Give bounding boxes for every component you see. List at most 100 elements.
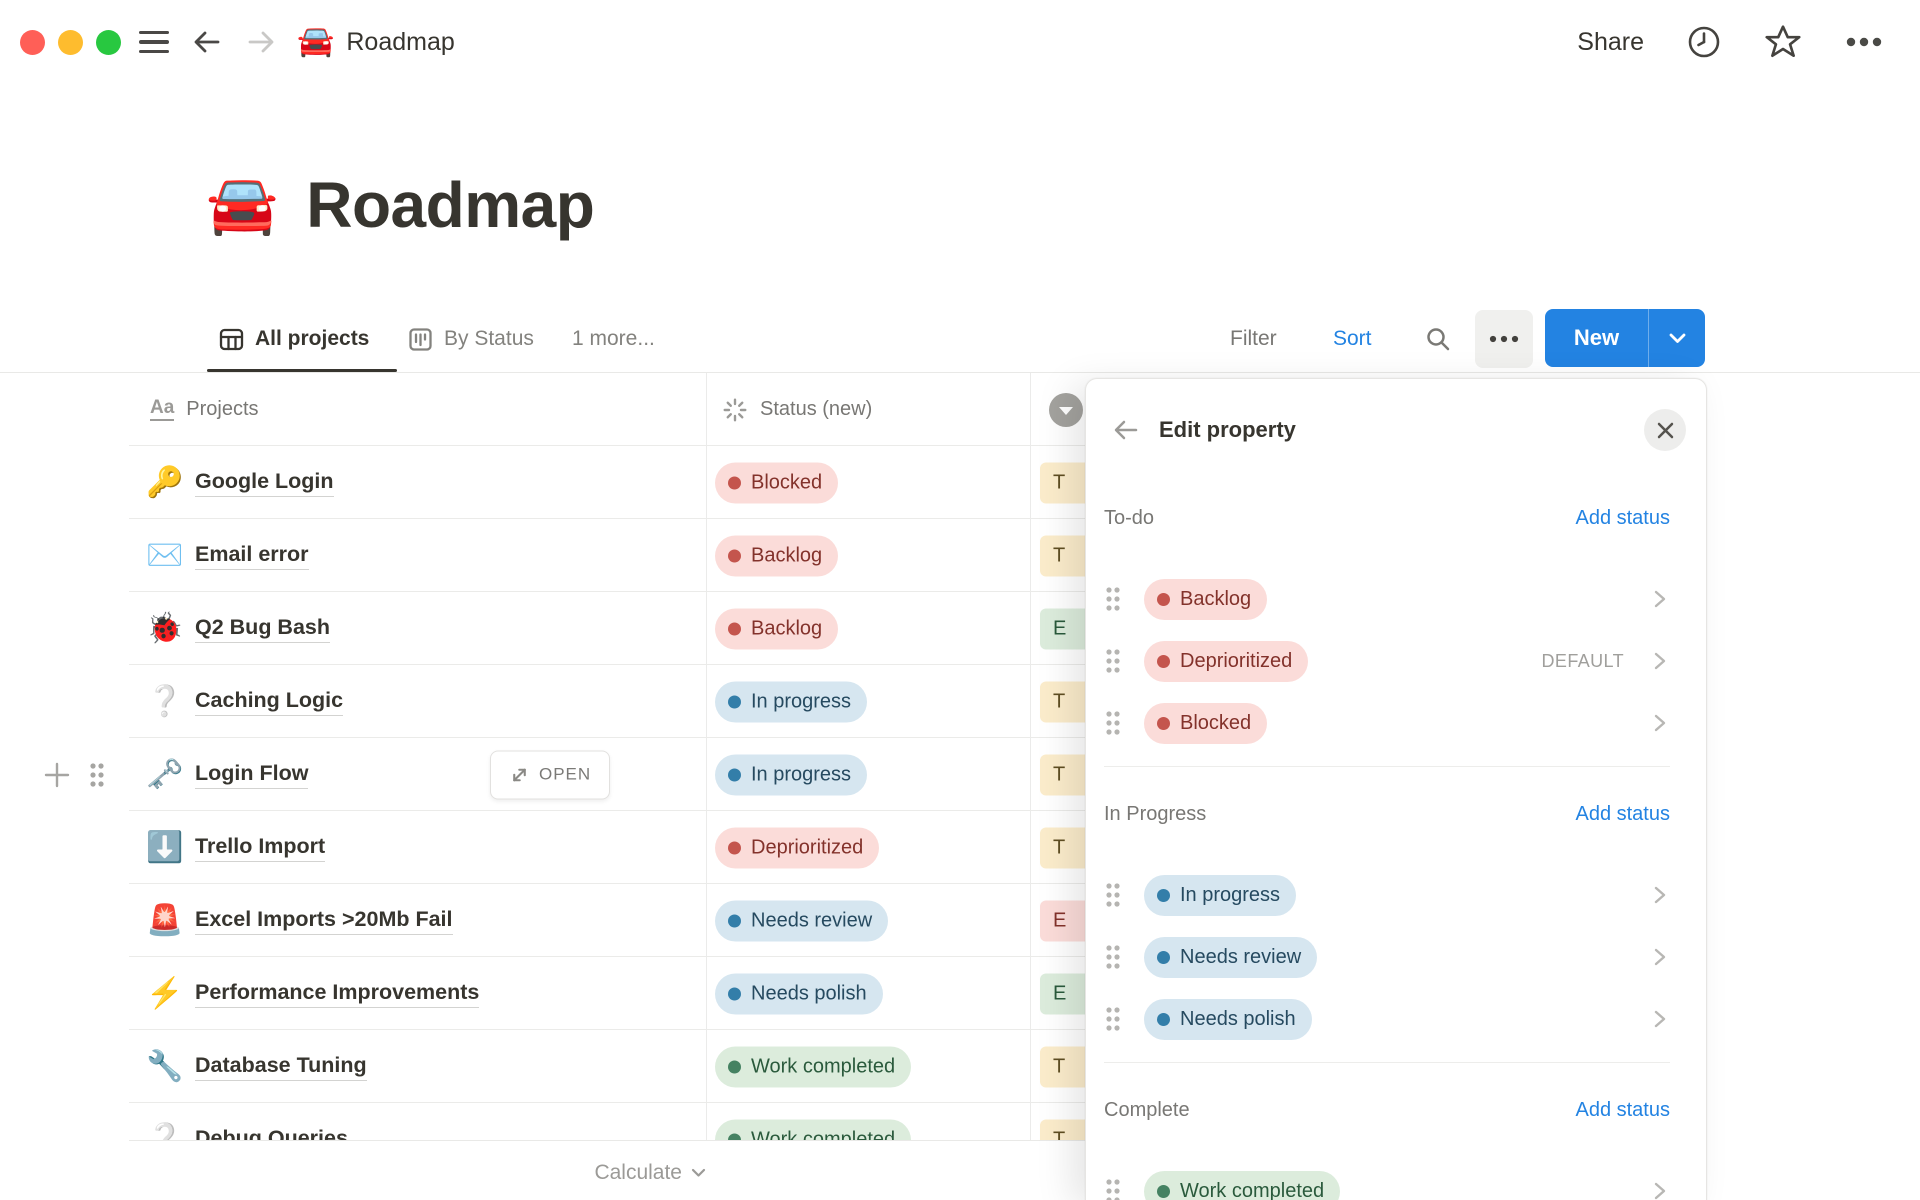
zoom-window-button[interactable] (96, 29, 121, 55)
row-title[interactable]: Caching Logic (195, 688, 344, 716)
column-header-select[interactable] (1046, 373, 1086, 446)
add-row-icon[interactable] (40, 758, 74, 792)
add-status-button[interactable]: Add status (1575, 1098, 1670, 1121)
status-label: Work completed (751, 1055, 896, 1077)
status-option-row[interactable]: Deprioritized DEFAULT (1104, 630, 1670, 692)
status-pill[interactable]: Blocked (715, 462, 839, 503)
tab-all-projects[interactable]: All projects (218, 306, 369, 372)
status-pill[interactable]: Needs review (715, 900, 889, 941)
status-pill[interactable]: In progress (715, 681, 868, 722)
back-icon[interactable] (1111, 415, 1141, 445)
share-button[interactable]: Share (1577, 27, 1644, 56)
drag-handle-icon[interactable] (1104, 881, 1122, 909)
filter-button[interactable]: Filter (1230, 327, 1277, 350)
status-option-row[interactable]: Needs review (1104, 926, 1670, 988)
status-pill[interactable]: Backlog (715, 608, 839, 649)
status-property-icon (723, 398, 747, 421)
table-row[interactable]: 🐞 Q2 Bug Bash Backlog E (0, 592, 1100, 665)
drag-handle-icon[interactable] (88, 761, 106, 789)
drag-handle-icon[interactable] (1104, 647, 1122, 675)
table-row[interactable]: ❔ Debug Queries Work completed T (0, 1103, 1100, 1140)
close-icon (1657, 422, 1673, 438)
view-options-button[interactable] (1475, 310, 1533, 368)
status-dot (728, 622, 741, 635)
status-pill[interactable]: Needs polish (715, 973, 883, 1014)
search-icon[interactable] (1424, 306, 1452, 372)
close-panel-button[interactable] (1644, 409, 1686, 451)
status-pill[interactable]: In progress (715, 754, 868, 795)
new-dropdown-button[interactable] (1649, 309, 1705, 367)
sidebar-toggle-icon[interactable] (139, 30, 169, 54)
row-title[interactable]: Database Tuning (195, 1053, 367, 1081)
row-title[interactable]: Login Flow (195, 761, 309, 789)
tab-more-views[interactable]: 1 more... (572, 306, 655, 372)
table-row[interactable]: ✉️ Email error Backlog T (0, 519, 1100, 592)
table-row[interactable]: ⬇️ Trello Import Deprioritized T (0, 811, 1100, 884)
close-window-button[interactable] (20, 29, 45, 55)
drag-handle-icon[interactable] (1104, 1177, 1122, 1200)
status-dot (1157, 592, 1170, 606)
table-row[interactable]: 🚨 Excel Imports >20Mb Fail Needs review … (0, 884, 1100, 957)
calculate-label: Calculate (594, 1161, 682, 1184)
sort-button[interactable]: Sort (1333, 327, 1372, 350)
row-emoji: 🐞 (146, 611, 184, 645)
minimize-window-button[interactable] (58, 29, 83, 55)
status-option-row[interactable]: In progress (1104, 864, 1670, 926)
status-group-label: Complete (1104, 1098, 1190, 1121)
status-option-row[interactable]: Backlog (1104, 568, 1670, 630)
drag-handle-icon[interactable] (1104, 585, 1122, 613)
status-option-row[interactable]: Needs polish (1104, 988, 1670, 1050)
column-divider (706, 373, 707, 1140)
row-title[interactable]: Q2 Bug Bash (195, 615, 330, 643)
board-view-icon (409, 327, 432, 351)
drag-handle-icon[interactable] (1104, 1005, 1122, 1033)
page-title-text[interactable]: Roadmap (306, 169, 595, 241)
chevron-down-icon (1669, 333, 1685, 343)
row-title[interactable]: Debug Queries (195, 1126, 348, 1141)
row-emoji: 🔧 (146, 1049, 184, 1083)
row-title[interactable]: Performance Improvements (195, 980, 480, 1008)
row-emoji: ❔ (146, 684, 184, 718)
status-pill[interactable]: Work completed (715, 1119, 912, 1140)
status-option-row[interactable]: Work completed (1104, 1160, 1670, 1200)
text-property-icon: Aa (150, 397, 175, 422)
table-row[interactable]: ❔ Caching Logic In progress T (0, 665, 1100, 738)
new-button[interactable]: New (1545, 309, 1705, 367)
window-controls (20, 29, 121, 55)
status-dot (1157, 1012, 1170, 1026)
more-options-icon[interactable] (1844, 36, 1884, 48)
drag-handle-icon[interactable] (1104, 709, 1122, 737)
chevron-right-icon (1654, 948, 1666, 966)
row-title[interactable]: Email error (195, 542, 309, 570)
add-status-button[interactable]: Add status (1575, 506, 1670, 529)
favorite-star-icon[interactable] (1764, 23, 1802, 61)
row-title[interactable]: Google Login (195, 469, 334, 497)
table-row[interactable]: ⚡ Performance Improvements Needs polish … (0, 957, 1100, 1030)
history-clock-icon[interactable] (1686, 24, 1722, 60)
column-header-status[interactable]: Status (new) (722, 373, 872, 446)
forward-icon[interactable] (245, 26, 277, 58)
status-pill[interactable]: Backlog (715, 535, 839, 576)
table-row[interactable]: 🔧 Database Tuning Work completed T (0, 1030, 1100, 1103)
status-pill[interactable]: Work completed (715, 1046, 912, 1087)
panel-groups: To-do Add status Backlog Deprioritized D… (1086, 503, 1706, 1200)
calculate-button[interactable]: Calculate (400, 1148, 706, 1198)
status-option-row[interactable]: Blocked (1104, 692, 1670, 754)
row-emoji: ⬇️ (146, 830, 184, 864)
chevron-right-icon (1654, 714, 1666, 732)
drag-handle-icon[interactable] (1104, 943, 1122, 971)
open-button[interactable]: OPEN (490, 750, 611, 799)
table-row[interactable]: 🗝️ Login Flow OPEN In progress T (0, 738, 1100, 811)
status-dot (728, 987, 741, 1000)
row-title[interactable]: Trello Import (195, 834, 326, 862)
row-title[interactable]: Excel Imports >20Mb Fail (195, 907, 453, 935)
column-header-projects[interactable]: Aa Projects (150, 373, 259, 446)
table-row[interactable]: 🔑 Google Login Blocked T (0, 446, 1100, 519)
back-icon[interactable] (191, 26, 223, 58)
breadcrumb[interactable]: Roadmap (346, 27, 455, 56)
status-pill[interactable]: Deprioritized (715, 827, 880, 868)
new-button-label[interactable]: New (1573, 325, 1620, 350)
add-status-button[interactable]: Add status (1575, 802, 1670, 825)
page-emoji[interactable]: 🚘 (206, 172, 279, 237)
tab-by-status[interactable]: By Status (407, 306, 534, 372)
